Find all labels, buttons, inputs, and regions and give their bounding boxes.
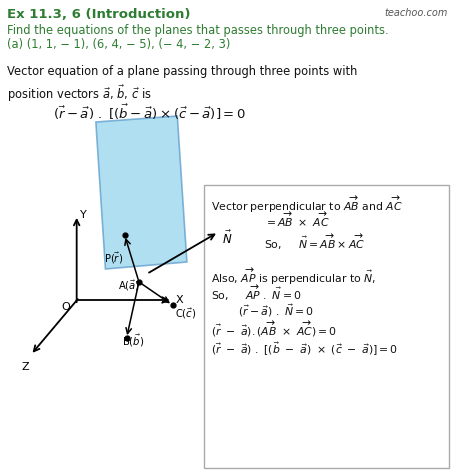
Text: Vector perpendicular to $\overrightarrow{AB}$ and $\overrightarrow{AC}$: Vector perpendicular to $\overrightarrow… <box>211 195 402 215</box>
Text: Y: Y <box>80 210 86 220</box>
Text: X: X <box>175 295 183 305</box>
Text: Ex 11.3, 6 (Introduction): Ex 11.3, 6 (Introduction) <box>7 8 190 21</box>
Text: position vectors $\vec{a}$, $\vec{b}$, $\vec{c}$ is: position vectors $\vec{a}$, $\vec{b}$, $… <box>7 83 152 104</box>
Text: $= \overrightarrow{AB}\ \times\ \overrightarrow{AC}$: $= \overrightarrow{AB}\ \times\ \overrig… <box>264 211 329 229</box>
Text: Also, $\overrightarrow{AP}$ is perpendicular to $\vec{N}$,: Also, $\overrightarrow{AP}$ is perpendic… <box>211 267 376 287</box>
Text: $(\vec{r} - \vec{a})\ .\ [(\vec{b} - \vec{a}) \times (\vec{c} - \vec{a})] = 0$: $(\vec{r} - \vec{a})\ .\ [(\vec{b} - \ve… <box>53 103 246 122</box>
Text: B($\vec{b}$): B($\vec{b}$) <box>122 333 144 349</box>
Polygon shape <box>96 116 187 269</box>
Text: P($\vec{r}$): P($\vec{r}$) <box>103 251 123 266</box>
Text: So,     $\vec{N} = \overrightarrow{AB} \times \overrightarrow{AC}$: So, $\vec{N} = \overrightarrow{AB} \time… <box>264 233 365 252</box>
Text: $(\vec{r}\ -\ \vec{a}).(\overrightarrow{AB}\ \times\ \overrightarrow{AC}) = 0$: $(\vec{r}\ -\ \vec{a}).(\overrightarrow{… <box>211 320 337 339</box>
Text: Z: Z <box>21 362 29 372</box>
Text: (a) (1, 1, − 1), (6, 4, − 5), (− 4, − 2, 3): (a) (1, 1, − 1), (6, 4, − 5), (− 4, − 2,… <box>7 38 230 51</box>
Text: A($\vec{a}$): A($\vec{a}$) <box>118 279 140 293</box>
Text: So,     $\overrightarrow{AP}\ .\ \vec{N} = 0$: So, $\overrightarrow{AP}\ .\ \vec{N} = 0… <box>211 284 301 303</box>
Text: $\vec{N}$: $\vec{N}$ <box>222 230 233 247</box>
Text: O: O <box>61 302 70 312</box>
Text: $(\vec{r} - \vec{a})\ .\ \vec{N} = 0$: $(\vec{r} - \vec{a})\ .\ \vec{N} = 0$ <box>211 302 314 319</box>
Text: Find the equations of the planes that passes through three points.: Find the equations of the planes that pa… <box>7 24 388 37</box>
Text: Vector equation of a plane passing through three points with: Vector equation of a plane passing throu… <box>7 65 357 78</box>
Text: $(\vec{r}\ -\ \vec{a})\ .\ [(\vec{b}\ -\ \vec{a})\ \times\ (\vec{c}\ -\ \vec{a}): $(\vec{r}\ -\ \vec{a})\ .\ [(\vec{b}\ -\… <box>211 340 398 357</box>
Text: teachoo.com: teachoo.com <box>384 8 447 18</box>
Text: C($\vec{c}$): C($\vec{c}$) <box>175 307 197 321</box>
Bar <box>204 185 448 468</box>
